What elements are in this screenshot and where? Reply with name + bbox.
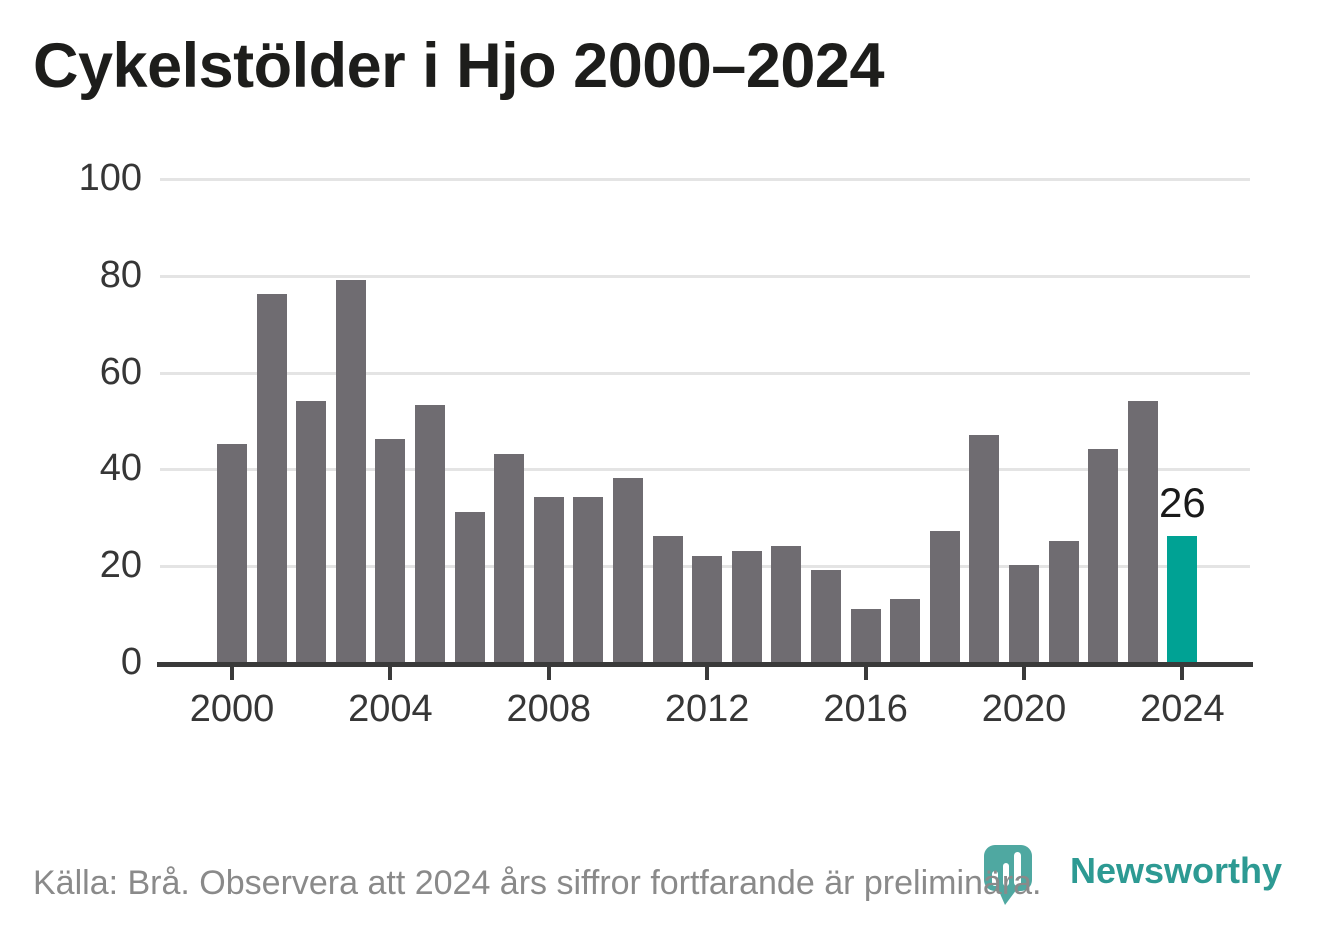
bar-2023: [1127, 400, 1158, 662]
bar-2018: [929, 531, 960, 662]
x-tick-2012: [705, 667, 710, 680]
bar-2008: [533, 497, 564, 662]
bar-2014: [771, 545, 802, 662]
bar-2012: [692, 555, 723, 662]
bar-2024: [1167, 536, 1198, 662]
x-tick-label-2000: 2000: [189, 688, 275, 730]
y-tick-label-40: 40: [99, 447, 142, 490]
chart-title: Cykelstölder i Hjo 2000–2024: [33, 31, 885, 101]
y-tick-label-0: 0: [120, 641, 142, 683]
x-tick-2024: [1180, 667, 1185, 680]
bar-2007: [494, 453, 525, 662]
x-tick-label-2016: 2016: [823, 688, 908, 730]
bar-2001: [256, 294, 287, 662]
x-tick-2020: [1022, 667, 1026, 680]
bar-2010: [613, 478, 643, 662]
highlight-value-label: 26: [1159, 479, 1206, 527]
x-tick-label-2004: 2004: [348, 688, 433, 730]
x-tick-label-2008: 2008: [506, 688, 592, 730]
bar-2006: [454, 511, 485, 662]
x-axis-line: [157, 662, 1253, 667]
bar-2017: [890, 599, 921, 662]
x-tick-label-2020: 2020: [981, 688, 1067, 730]
logo-wordmark: Newsworthy: [1070, 850, 1283, 891]
bar-2002: [296, 400, 327, 662]
source-note: Källa: Brå. Observera att 2024 års siffr…: [33, 864, 1042, 902]
bar-2005: [415, 405, 445, 662]
x-tick-label-2012: 2012: [664, 688, 750, 730]
y-tick-label-80: 80: [99, 253, 142, 296]
x-tick-label-2024: 2024: [1140, 688, 1225, 730]
bar-chart-plot-area: 0 20 40 60 80 100 26 2000 2004 2008 2012 2016 2020…: [79, 158, 1253, 730]
bar-2021: [1048, 541, 1079, 662]
bar-2004: [375, 439, 406, 662]
gridline-y-80: [160, 274, 1250, 278]
newsworthy-pin-barchart-icon: [984, 845, 1032, 905]
bar-2003: [335, 279, 366, 662]
gridline-y-40: [160, 468, 1250, 472]
gridline-y-60: [160, 371, 1250, 375]
y-tick-label-100: 100: [78, 157, 142, 199]
y-tick-label-60: 60: [99, 350, 142, 393]
bar-2009: [573, 497, 604, 662]
y-tick-label-20: 20: [99, 544, 142, 587]
bar-2022: [1088, 449, 1119, 662]
gridline-y-100: [160, 178, 1250, 181]
bar-2019: [969, 434, 1000, 662]
bar-2011: [652, 536, 683, 662]
x-tick-2004: [388, 667, 393, 680]
x-tick-2016: [863, 667, 868, 680]
bar-2013: [731, 550, 762, 662]
bar-2016: [850, 608, 881, 662]
x-tick-2000: [230, 667, 234, 680]
bar-2000: [217, 444, 247, 662]
x-tick-2008: [546, 667, 551, 680]
bar-2015: [811, 570, 841, 662]
bar-2020: [1009, 565, 1039, 662]
